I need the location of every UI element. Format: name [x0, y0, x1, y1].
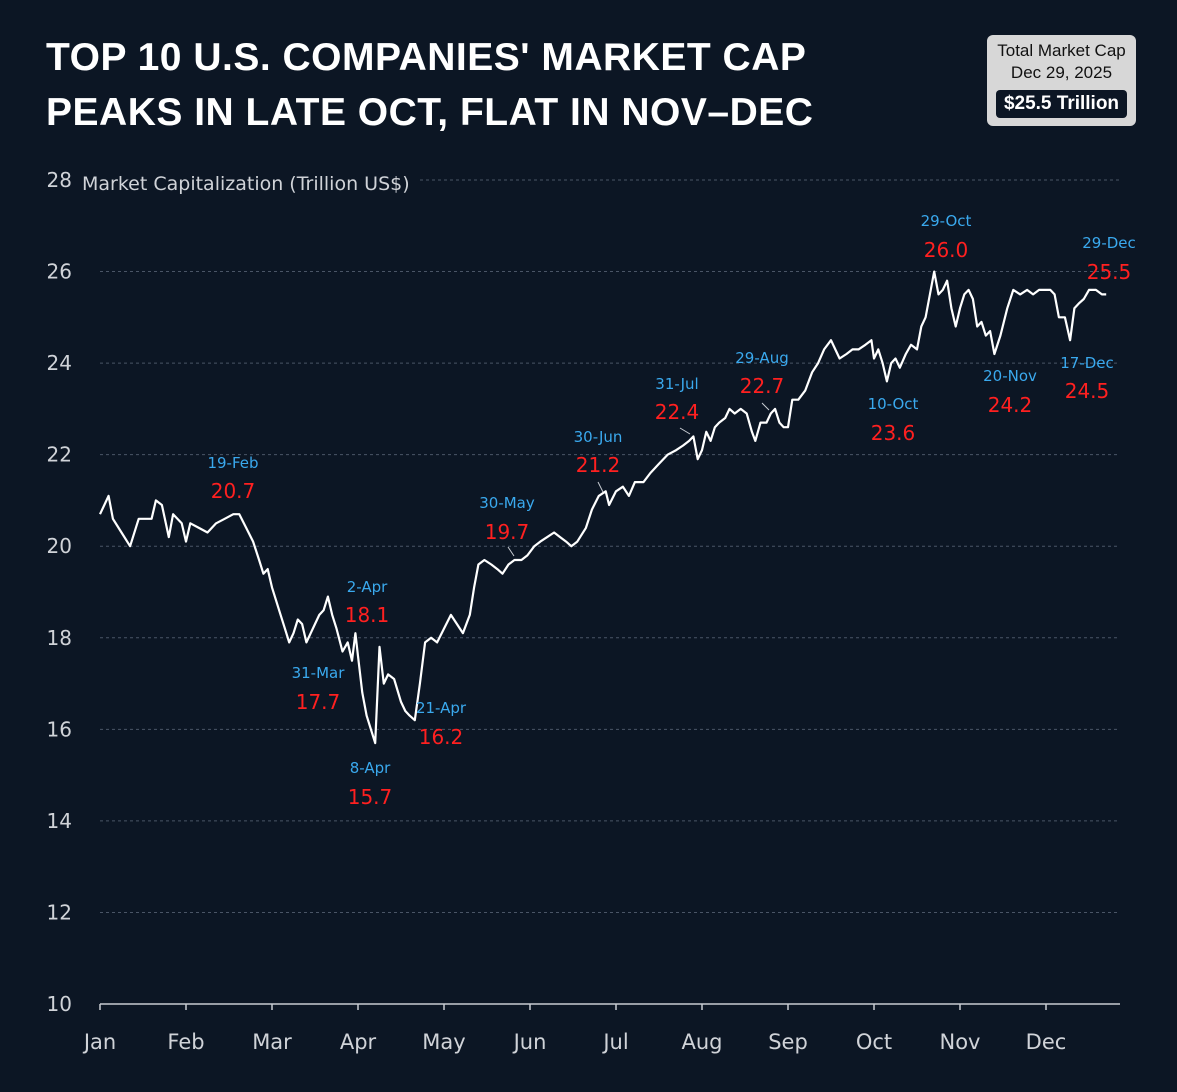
annotation-date: 29-Dec — [1082, 234, 1136, 252]
x-tick-label: Dec — [1026, 1030, 1067, 1054]
total-market-cap-badge: Total Market Cap Dec 29, 2025 $25.5 Tril… — [987, 35, 1136, 126]
annotation-date: 17-Dec — [1060, 354, 1114, 372]
annotation-value: 24.5 — [1065, 379, 1110, 403]
y-tick-label: 28 — [47, 168, 72, 192]
annotation-value: 22.7 — [740, 374, 785, 398]
x-tick-label: Feb — [167, 1030, 204, 1054]
annotation-date: 31-Mar — [292, 664, 346, 682]
annotation-date: 30-Jun — [574, 428, 623, 446]
annotation: 29-Aug 22.7 — [735, 349, 788, 398]
title-line-1: TOP 10 U.S. COMPANIES' MARKET CAP — [46, 36, 807, 79]
annotation-value: 24.2 — [988, 393, 1033, 417]
y-tick-label: 16 — [47, 717, 72, 741]
x-tick-label: May — [422, 1030, 465, 1054]
annotations: 19-Feb 20.7 31-Mar 17.7 2-Apr 18.1 8-Apr 15.7 21… — [207, 212, 1135, 809]
annotation-value: 17.7 — [296, 690, 341, 714]
badge-value: $25.5 Trillion — [995, 90, 1128, 118]
annotation-value: 25.5 — [1087, 260, 1132, 284]
y-tick-label: 14 — [47, 809, 72, 833]
x-tick-label: Jan — [82, 1030, 116, 1054]
annotation: 29-Oct 26.0 — [921, 212, 972, 262]
annotation-value: 21.2 — [576, 453, 621, 477]
annotation-pointer — [679, 427, 691, 435]
y-tick-label: 10 — [47, 992, 72, 1016]
annotation: 31-Jul 22.4 — [655, 375, 700, 424]
annotation-date: 21-Apr — [416, 699, 467, 717]
x-tick-label: Apr — [340, 1030, 377, 1054]
annotation-value: 15.7 — [348, 785, 393, 809]
annotation-value: 22.4 — [655, 400, 700, 424]
x-tick-label: Jul — [601, 1030, 628, 1054]
annotation-date: 30-May — [479, 494, 535, 512]
y-tick-label: 20 — [47, 534, 72, 558]
annotation-value: 23.6 — [871, 421, 916, 445]
annotation: 30-Jun 21.2 — [574, 428, 623, 477]
annotation-pointer — [761, 402, 770, 411]
chart-title: TOP 10 U.S. COMPANIES' MARKET CAP PEAKS … — [46, 30, 813, 140]
annotation: 21-Apr 16.2 — [416, 699, 467, 749]
annotation-date: 2-Apr — [347, 578, 388, 596]
annotation-date: 8-Apr — [350, 759, 391, 777]
annotation: 30-May 19.7 — [479, 494, 535, 544]
annotation-value: 19.7 — [485, 520, 530, 544]
annotation-date: 29-Aug — [735, 349, 788, 367]
annotation: 8-Apr 15.7 — [348, 759, 393, 809]
x-tick-label: Oct — [856, 1030, 892, 1054]
annotation: 20-Nov 24.2 — [983, 367, 1037, 417]
x-tick-label: Mar — [252, 1030, 292, 1054]
annotation-pointers — [507, 402, 770, 557]
x-tick-label: Sep — [768, 1030, 808, 1054]
annotation: 10-Oct 23.6 — [868, 395, 919, 445]
annotation-date: 10-Oct — [868, 395, 919, 413]
annotation: 29-Dec 25.5 — [1082, 234, 1136, 284]
annotation-value: 20.7 — [211, 479, 256, 503]
annotation-date: 31-Jul — [655, 375, 698, 393]
annotation-date: 20-Nov — [983, 367, 1037, 385]
x-tick-label: Jun — [512, 1030, 547, 1054]
annotation-date: 19-Feb — [207, 454, 258, 472]
y-axis-ticks: 10 12 14 16 18 20 22 24 26 28 — [47, 168, 72, 1016]
annotation: 17-Dec 24.5 — [1060, 354, 1114, 403]
annotation: 31-Mar 17.7 — [292, 664, 346, 714]
annotation-value: 16.2 — [419, 725, 464, 749]
annotation-date: 29-Oct — [921, 212, 972, 230]
x-axis-ticks: Jan Feb Mar Apr May Jun Jul Aug Sep Oct Nov Dec — [82, 1004, 1067, 1054]
annotation-value: 18.1 — [345, 603, 390, 627]
annotation-pointer — [597, 481, 604, 493]
x-tick-label: Nov — [940, 1030, 981, 1054]
y-tick-label: 22 — [47, 443, 72, 467]
badge-date: Dec 29, 2025 — [1010, 63, 1113, 82]
annotation: 2-Apr 18.1 — [345, 578, 390, 627]
annotation-value: 26.0 — [924, 238, 969, 262]
x-tick-label: Aug — [681, 1030, 722, 1054]
y-tick-label: 12 — [47, 900, 72, 924]
title-line-2: PEAKS IN LATE OCT, FLAT IN NOV–DEC — [46, 91, 814, 134]
badge-label: Total Market Cap — [997, 41, 1126, 60]
y-tick-label: 26 — [47, 260, 72, 284]
annotation-pointer — [507, 546, 515, 557]
series-line — [99, 270, 1107, 745]
grid-lines — [100, 179, 1120, 913]
y-axis-label: Market Capitalization (Trillion US$) — [82, 173, 410, 195]
y-tick-label: 24 — [47, 351, 72, 375]
y-tick-label: 18 — [47, 626, 72, 650]
annotation: 19-Feb 20.7 — [207, 454, 258, 503]
